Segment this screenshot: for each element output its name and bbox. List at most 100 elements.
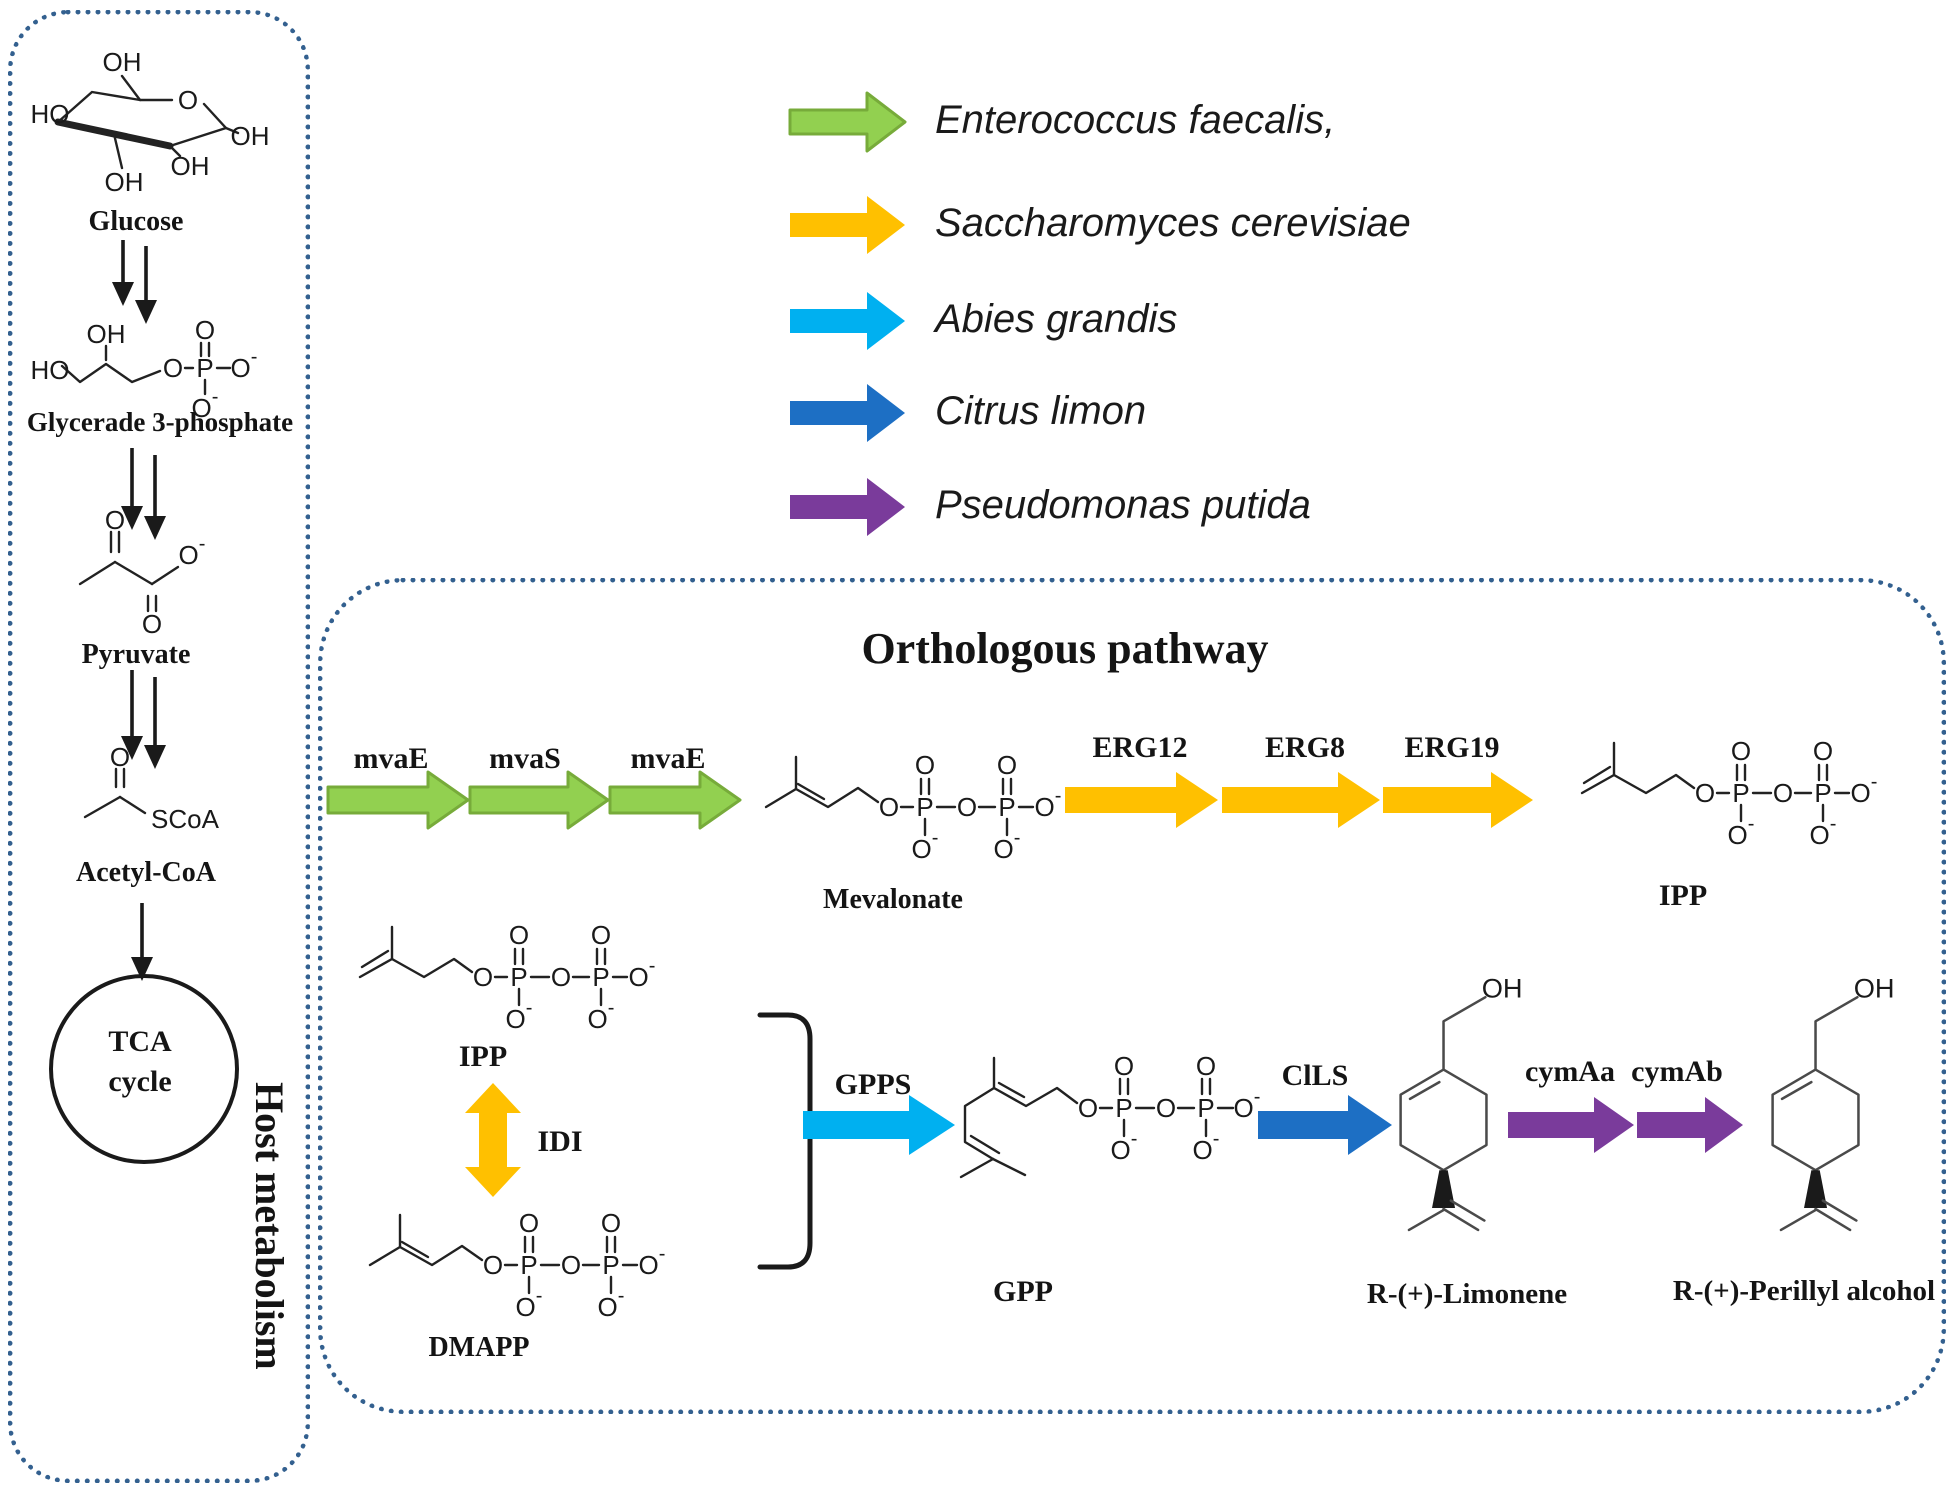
atom-label: P [602, 1250, 619, 1280]
atom-label: O [110, 742, 130, 772]
atom-label: O [105, 505, 125, 535]
atom-label: O [1114, 1051, 1134, 1081]
atom-label: O [561, 1250, 581, 1280]
atom-label: O- [1234, 1086, 1261, 1123]
legend-arrow-abies-icon [790, 292, 905, 350]
atom-label: OH [231, 121, 270, 151]
pyruvate-label: Pyruvate [81, 639, 191, 670]
enzyme-label-erg19: ERG19 [1404, 731, 1500, 764]
arrow-pyruvate-to-acetylcoa-left [121, 670, 143, 760]
pathway-arrow-cymAb [1637, 1097, 1743, 1153]
pathway-arrow-cymAa [1508, 1097, 1634, 1153]
arrow-glucose-to-g3p-right [135, 246, 157, 324]
acetylcoa-label: Acetyl-CoA [76, 857, 216, 888]
atom-label: O [1156, 1093, 1176, 1123]
atom-label: OH [87, 319, 126, 349]
ipp-left-label: IPP [458, 1040, 508, 1073]
atom-label: OH [171, 151, 210, 181]
atom-label: O [1196, 1051, 1216, 1081]
arrow-g3p-to-pyruvate-right [144, 455, 166, 540]
orthologous-pathway-panel [318, 578, 1946, 1414]
enzyme-label-gpps: GPPS [834, 1068, 912, 1101]
limonene-label: R-(+)-Limonene [1366, 1278, 1568, 1310]
arrow-acetylcoa-to-tca [131, 903, 153, 981]
pathway-arrow-erg8 [1222, 772, 1380, 828]
legend-label-abies: Abies grandis [935, 297, 1178, 341]
atom-label: P [1814, 778, 1831, 808]
atom-label: O [178, 85, 198, 115]
pathway-arrow-clls [1258, 1095, 1392, 1155]
atom-label: OH [103, 47, 142, 77]
tca-cycle-circle [49, 974, 239, 1164]
enzyme-label-erg12: ERG12 [1092, 731, 1188, 764]
atom-label: O- [639, 1243, 666, 1280]
arrow-pyruvate-to-acetylcoa-right [144, 677, 166, 769]
atom-label: O [473, 962, 493, 992]
ipp-structure-left: O P O P O-O OO- O- [358, 920, 655, 1034]
glucose-label: Glucose [88, 206, 184, 237]
atom-label: P [1197, 1093, 1214, 1123]
perillyl-ring [1771, 1068, 1860, 1172]
stereo-wedge [1804, 1170, 1828, 1208]
stereo-wedge [1432, 1170, 1456, 1208]
atom-label: O [195, 315, 215, 345]
enzyme-label-cymAb: cymAb [1631, 1055, 1723, 1088]
perillyl-alcohol-structure: OH [1771, 972, 1895, 1232]
atom-label: SCoA [151, 804, 220, 834]
host-panel-title: Host metabolism [247, 1082, 292, 1370]
idi-double-arrow [465, 1083, 521, 1197]
atom-label: O [142, 609, 162, 639]
atom-label: HO [31, 99, 70, 129]
enzyme-label-mvaS: mvaS [489, 742, 561, 775]
legend-label-pseudomonas: Pseudomonas putida [935, 483, 1311, 527]
limonene-ring [1399, 1068, 1488, 1172]
gpp-structure: O P O P O-O OO- O- [959, 1051, 1261, 1179]
atom-label: O [591, 920, 611, 950]
legend-label-saccharomyces: Saccharomyces cerevisiae [935, 201, 1411, 245]
atom-label: O- [179, 533, 206, 570]
pathway-arrow-mvaE2 [608, 770, 742, 830]
g3p-label: Glycerade 3-phosphate [26, 407, 294, 437]
perillyl-alcohol-label: R-(+)-Perillyl alcohol [1672, 1275, 1936, 1307]
atom-label: HO [31, 355, 70, 385]
legend-arrow-saccharomyces-icon [790, 196, 905, 254]
legend-arrow-enterococcus-icon [788, 91, 907, 153]
atom-label: O [1731, 736, 1751, 766]
atom-label: P [916, 792, 933, 822]
legend-arrow-pseudomonas-icon [790, 478, 905, 536]
glucose-structure: OH HO O OH OH OH [31, 47, 270, 197]
ortho-panel-title: Orthologous pathway [861, 624, 1269, 673]
ipp-top-label: IPP [1658, 879, 1708, 912]
atom-label: O- [192, 386, 219, 423]
atom-label: OH [105, 167, 144, 197]
pathway-arrow-erg12 [1065, 772, 1218, 828]
dmapp-label: DMAPP [428, 1332, 530, 1363]
dmapp-structure: O P O P O-O OO- O- [368, 1208, 665, 1322]
legend-label-enterococcus: Enterococcus faecalis, [935, 98, 1336, 142]
glucose-ring [56, 90, 174, 124]
pathway-arrow-gpps [803, 1095, 955, 1155]
atom-label: O- [506, 997, 533, 1034]
enzyme-label-erg8: ERG8 [1264, 731, 1345, 764]
arrow-glucose-to-g3p-left [112, 240, 134, 306]
enzyme-label-cymAa: cymAa [1525, 1055, 1615, 1088]
pathway-arrow-mvaS [468, 770, 610, 830]
atom-label: P [196, 353, 213, 383]
atom-label: O [509, 920, 529, 950]
atom-label: OH [1854, 972, 1895, 1003]
gpp-label: GPP [993, 1275, 1053, 1308]
ipp-structure-top: O P O P O-O OO- O- [1580, 736, 1877, 850]
atom-label: P [592, 962, 609, 992]
host-metabolism-panel [8, 10, 310, 1483]
atom-label: O [519, 1208, 539, 1238]
atom-label: O [1695, 778, 1715, 808]
atom-label: O [957, 792, 977, 822]
pathway-arrow-mvaE1 [326, 770, 470, 830]
legend-arrow-citrus-icon [790, 384, 905, 442]
atom-label: OH [1482, 972, 1523, 1003]
atom-label: O [879, 792, 899, 822]
atom-label: O- [1851, 771, 1878, 808]
arrow-g3p-to-pyruvate-left [121, 448, 143, 530]
